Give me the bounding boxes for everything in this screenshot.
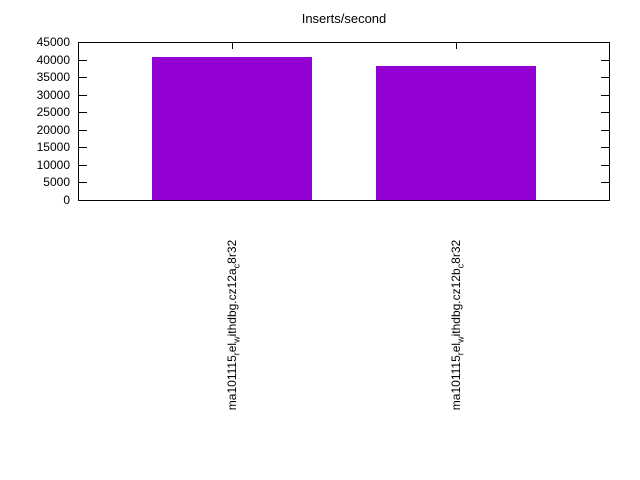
y-tick-mark [601, 95, 609, 96]
x-label-subscript: r [231, 352, 242, 356]
y-tick-label: 40000 [36, 52, 70, 67]
y-tick-label: 15000 [36, 140, 70, 155]
x-label-subscript: w [231, 336, 242, 343]
y-tick-mark [79, 112, 87, 113]
y-tick-label: 10000 [36, 157, 70, 172]
y-tick-mark [79, 165, 87, 166]
x-tick-label-1: ma101115relwithdbg.cz12ac8r32 [224, 205, 242, 445]
y-tick-mark [601, 147, 609, 148]
y-tick-mark [79, 130, 87, 131]
y-tick-label: 0 [63, 193, 70, 207]
y-tick-mark [601, 130, 609, 131]
y-tick-label: 35000 [36, 70, 70, 85]
y-tick-mark [79, 77, 87, 78]
y-tick-mark [601, 42, 609, 43]
x-label-subscript: c [455, 263, 466, 269]
x-label-text: 8r32 [225, 239, 240, 264]
y-tick-mark [79, 182, 87, 183]
y-tick-mark [601, 77, 609, 78]
x-label-text: el [225, 342, 240, 353]
x-label-subscript: w [455, 336, 466, 343]
x-label-text: ma101115 [448, 355, 463, 411]
x-label-text: 8r32 [448, 239, 463, 264]
y-tick-mark [601, 182, 609, 183]
y-tick-mark [601, 60, 609, 61]
bar-1 [152, 57, 313, 200]
y-tick-mark [79, 42, 87, 43]
x-label-text: el [448, 342, 463, 353]
x-label-text: ithdbg.cz12b [448, 268, 463, 337]
bar-2 [375, 65, 536, 200]
y-tick-mark [79, 200, 87, 201]
y-tick-mark [79, 147, 87, 148]
x-label-text: ma101115 [225, 355, 240, 411]
chart-title: Inserts/second [301, 11, 387, 26]
y-tick-mark [601, 165, 609, 166]
y-tick-label: 5000 [43, 175, 70, 190]
y-tick-label: 30000 [36, 87, 70, 102]
x-label-subscript: c [231, 263, 242, 269]
y-tick-mark [79, 95, 87, 96]
x-tick-mark [456, 43, 457, 49]
y-tick-label: 20000 [36, 122, 70, 137]
y-tick-label: 45000 [36, 35, 70, 49]
x-tick-mark [232, 43, 233, 49]
x-tick-label-2: ma101115relwithdbg.cz12bc8r32 [448, 205, 466, 445]
y-tick-mark [79, 60, 87, 61]
y-tick-mark [601, 200, 609, 201]
x-label-text: ithdbg.cz12a [225, 268, 240, 337]
y-tick-mark [601, 112, 609, 113]
x-label-subscript: r [455, 352, 466, 356]
y-tick-label: 25000 [36, 105, 70, 120]
